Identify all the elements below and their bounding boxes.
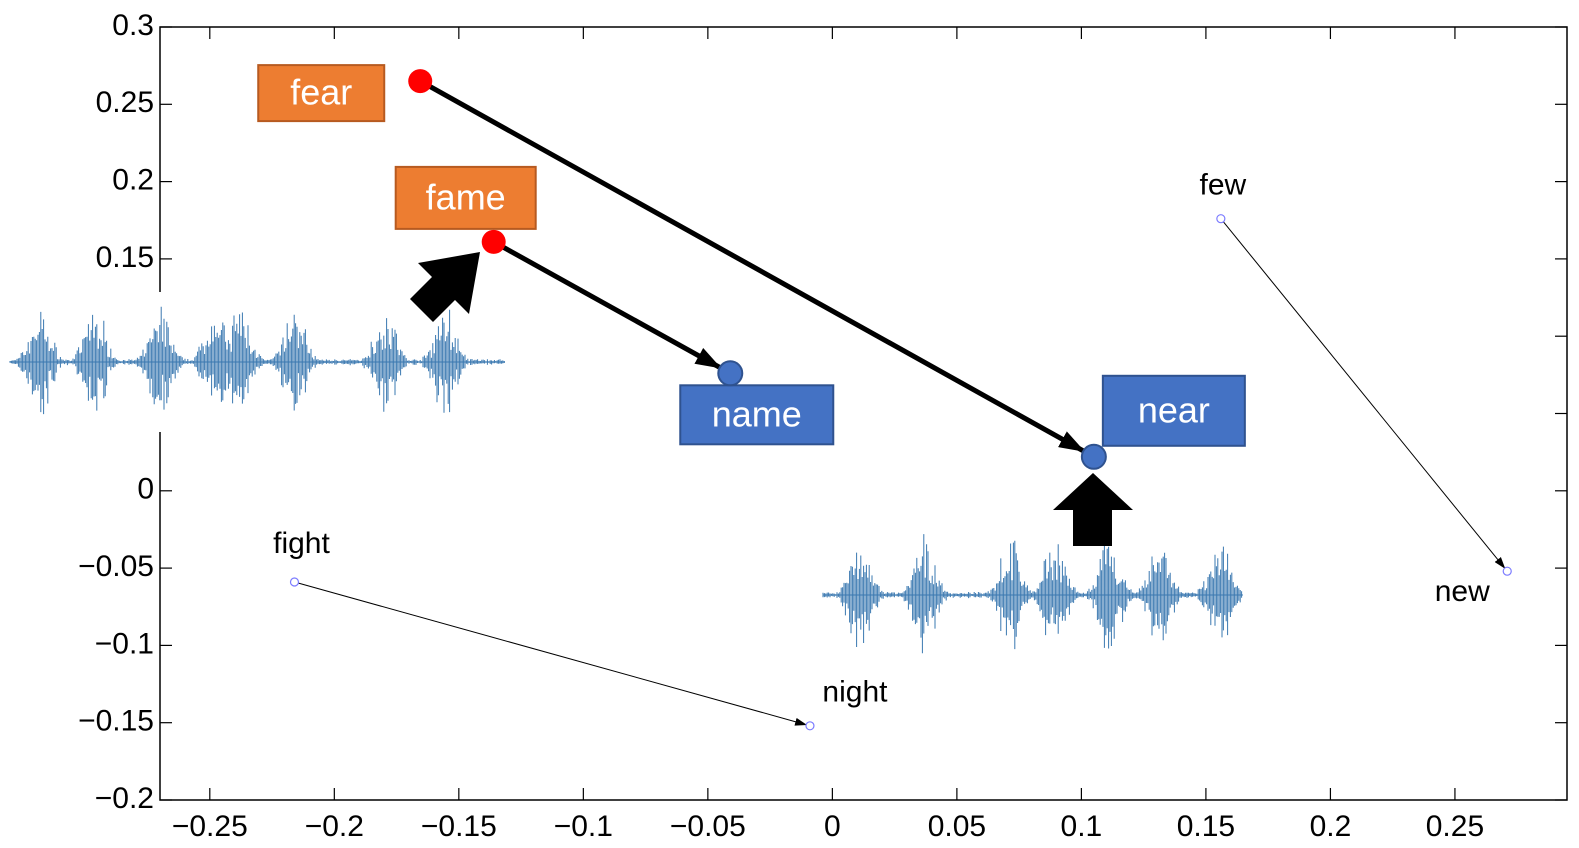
decorations <box>9 252 1243 665</box>
arrow <box>1220 218 1506 569</box>
y-tick-label: −0.15 <box>78 705 154 738</box>
point <box>1502 566 1512 576</box>
x-tick-label: 0.1 <box>1061 810 1103 843</box>
point <box>717 360 744 387</box>
y-tick-label: −0.1 <box>95 627 154 660</box>
marks: fear near fame name few new fight night <box>257 64 1512 731</box>
arrow <box>294 581 808 726</box>
waveform <box>822 534 1243 654</box>
point <box>1216 214 1226 224</box>
x-tick-label: −0.15 <box>421 810 497 843</box>
point <box>481 229 506 254</box>
label-box <box>257 64 386 123</box>
x-tick-label: 0.25 <box>1426 810 1484 843</box>
point <box>289 577 300 587</box>
label-box <box>679 384 835 446</box>
y-tick-label: 0.15 <box>96 241 154 274</box>
x-tick-label: −0.05 <box>670 810 746 843</box>
label-box <box>394 165 537 230</box>
label-box <box>1101 374 1246 447</box>
waveform <box>9 306 505 415</box>
point <box>1080 443 1107 470</box>
y-tick-label: 0.3 <box>112 9 154 42</box>
point-label: fear <box>290 72 352 113</box>
y-tick-label: 0.25 <box>96 86 154 119</box>
arrow <box>492 239 722 370</box>
point-label: near <box>1138 389 1210 430</box>
point-label: name <box>712 393 802 434</box>
block-arrow <box>1053 473 1133 546</box>
x-tick-label: −0.1 <box>554 810 613 843</box>
x-tick-label: 0.15 <box>1177 810 1235 843</box>
x-tick-label: 0.05 <box>928 810 986 843</box>
y-tick-label: 0 <box>137 473 154 506</box>
x-tick-label: 0 <box>824 810 841 843</box>
point-label: few <box>1200 169 1247 202</box>
y-tick-label: −0.05 <box>78 550 154 583</box>
x-tick-label: −0.2 <box>305 810 364 843</box>
point-label: night <box>822 676 888 709</box>
arrow <box>419 78 1086 454</box>
point <box>408 69 433 94</box>
point-label: fight <box>273 527 330 560</box>
y-tick-label: −0.2 <box>95 782 154 815</box>
block-arrow <box>410 252 480 322</box>
x-tick-label: −0.25 <box>172 810 248 843</box>
point-label: fame <box>426 176 506 217</box>
x-tick-label: 0.2 <box>1310 810 1352 843</box>
point <box>805 721 815 731</box>
point-label: new <box>1435 575 1490 608</box>
y-tick-label: 0.2 <box>112 164 154 197</box>
